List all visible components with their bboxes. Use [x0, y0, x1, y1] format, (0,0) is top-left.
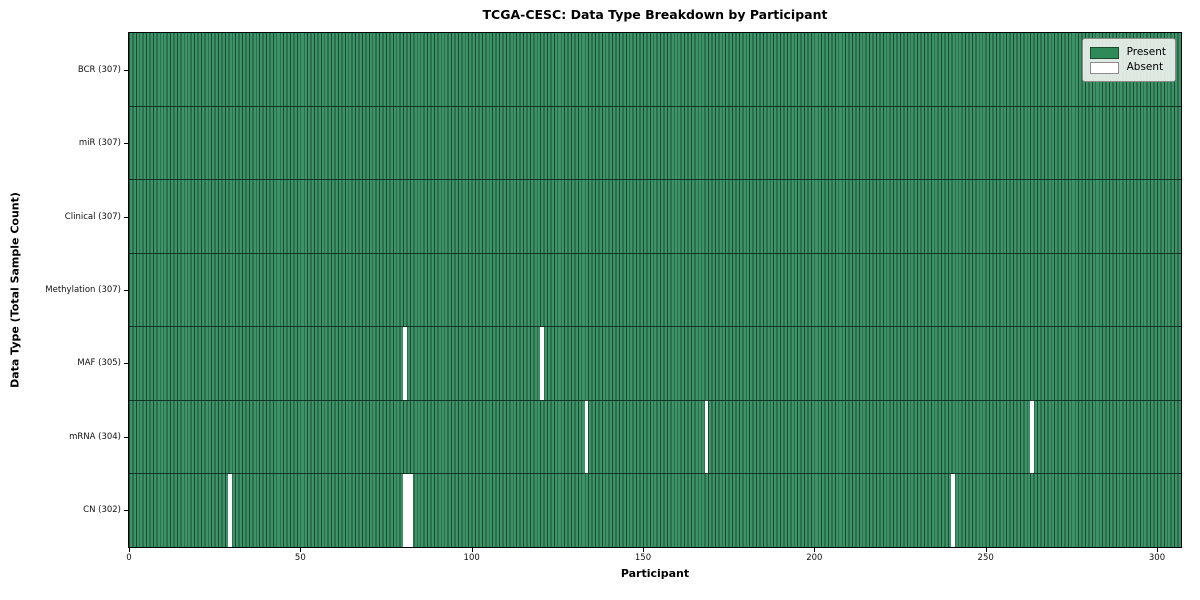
x-tick-mark: [814, 548, 816, 552]
y-tick-label: miR (307): [78, 138, 121, 149]
row-separator: [129, 179, 1181, 181]
legend-swatch-present-icon: [1089, 46, 1119, 59]
legend-label-absent: Absent: [1126, 61, 1164, 73]
y-tick-mark: [124, 363, 129, 365]
absent-cell: [584, 400, 589, 474]
y-tick-mark: [124, 510, 129, 512]
absent-cell: [409, 473, 414, 547]
x-tick-label: 250: [977, 553, 994, 563]
absent-cell: [951, 473, 955, 547]
y-tick-mark: [124, 216, 129, 218]
y-tick-label: Methylation (307): [45, 285, 121, 295]
y-tick-mark: [124, 290, 129, 291]
absent-cell: [403, 473, 407, 547]
x-tick-label: 50: [294, 553, 306, 563]
x-tick-mark: [985, 548, 987, 552]
absent-cell: [540, 326, 544, 401]
x-axis-label: Participant: [620, 567, 690, 580]
row-separator: [129, 326, 1181, 328]
absent-cell: [406, 473, 410, 547]
legend: Present Absent: [1081, 38, 1176, 82]
legend-label-present: Present: [1126, 46, 1166, 58]
y-tick-mark: [124, 436, 129, 438]
x-tick-label: 200: [806, 553, 823, 563]
chart-title: TCGA-CESC: Data Type Breakdown by Partic…: [482, 7, 828, 22]
y-tick-mark: [124, 69, 129, 71]
x-tick-mark: [471, 548, 473, 552]
y-tick-label: mRNA (304): [69, 431, 121, 442]
absent-cell: [228, 473, 232, 547]
legend-item-absent: Absent: [1089, 61, 1166, 74]
row-separator: [129, 252, 1181, 254]
x-tick-mark: [1157, 548, 1158, 552]
cell-grid-stripes: [129, 33, 1181, 547]
y-tick-label: CN (302): [83, 505, 121, 516]
row-separator: [129, 472, 1181, 475]
x-tick-label: 150: [634, 553, 652, 563]
legend-swatch-absent-icon: [1089, 61, 1119, 74]
absent-cell: [403, 326, 407, 401]
y-tick-label: Clinical (307): [64, 211, 121, 222]
row-separator: [129, 105, 1181, 108]
y-tick-mark: [124, 143, 129, 145]
x-tick-label: 100: [463, 553, 480, 563]
y-tick-label: BCR (307): [77, 64, 121, 75]
x-tick-mark: [643, 548, 644, 552]
row-separator: [129, 399, 1181, 401]
absent-cell: [1030, 400, 1034, 474]
absent-cell: [704, 400, 709, 474]
heatmap-plot-area: [129, 33, 1181, 547]
y-tick-label: MAF (305): [77, 358, 121, 369]
x-tick-label: 300: [1148, 553, 1166, 563]
x-tick-mark: [129, 548, 130, 552]
x-tick-label: 0: [126, 553, 132, 563]
x-tick-mark: [300, 548, 302, 552]
legend-item-present: Present: [1089, 46, 1166, 59]
